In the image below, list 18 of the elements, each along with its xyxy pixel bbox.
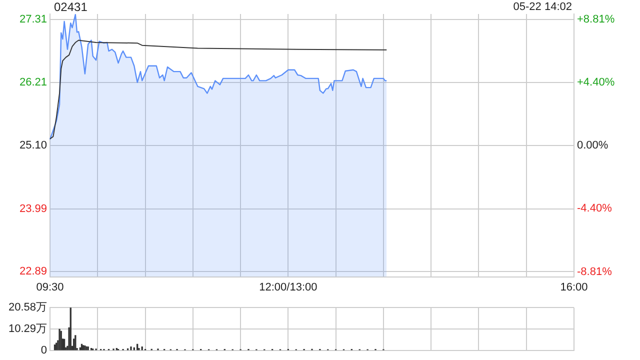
y-tick-label: 22.89 <box>19 266 47 278</box>
y2-tick-label: -4.40% <box>577 202 612 215</box>
y2-tick-label: -8.81% <box>577 266 612 278</box>
y-tick-label: 23.99 <box>19 202 47 215</box>
x-tick-label: 16:00 <box>560 281 588 294</box>
y-tick-label: 0 <box>40 344 47 356</box>
y-tick-label: 27.31 <box>19 14 47 26</box>
y2-tick-label: 0.00% <box>577 140 608 152</box>
chart-title: 02431 <box>54 0 88 14</box>
x-tick-label: 12:00/13:00 <box>259 281 318 294</box>
y2-tick-label: +8.81% <box>577 14 615 26</box>
y-tick-label: 10.29万 <box>8 323 47 336</box>
y2-tick-label: +4.40% <box>577 76 615 89</box>
y-tick-label: 20.58万 <box>8 302 47 314</box>
y-tick-label: 25.10 <box>19 140 47 152</box>
text: 05-22 14:02 <box>513 1 572 13</box>
y-tick-label: 26.21 <box>19 76 47 88</box>
x-tick-label: 09:30 <box>36 281 64 294</box>
